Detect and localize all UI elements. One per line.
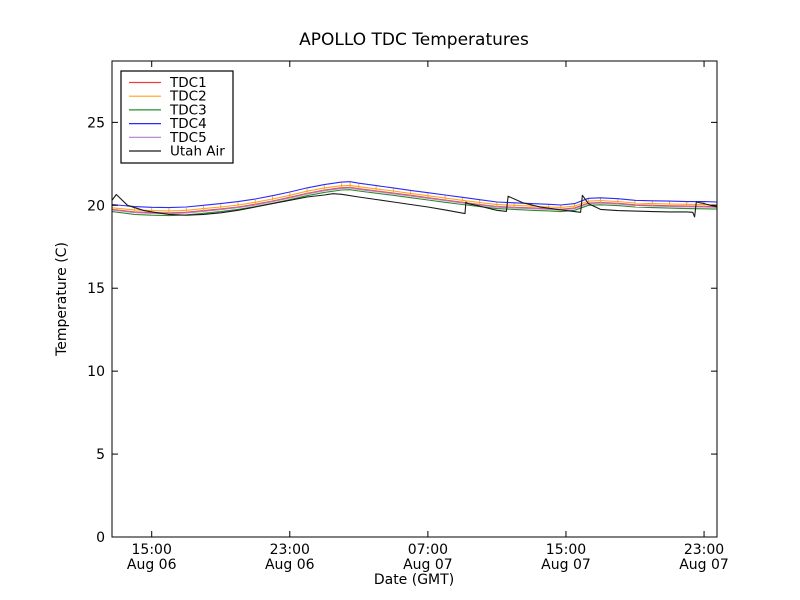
x-axis-label: Date (GMT) xyxy=(373,572,455,588)
series-line-tdc1 xyxy=(111,186,718,214)
x-tick-label-time: 23:00 xyxy=(684,542,724,558)
series-line-tdc5 xyxy=(111,187,718,215)
legend-label-utah-air: Utah Air xyxy=(170,144,225,160)
x-tick-label-time: 23:00 xyxy=(270,542,310,558)
y-tick-label: 0 xyxy=(96,530,105,546)
legend-label-tdc5: TDC5 xyxy=(169,130,207,146)
series-line-tdc3 xyxy=(111,189,718,217)
y-tick-label: 15 xyxy=(87,281,105,297)
x-tick-label-date: Aug 07 xyxy=(403,557,453,573)
series-line-utah-air xyxy=(111,193,718,218)
x-tick-label-date: Aug 06 xyxy=(127,557,177,573)
plot-frame xyxy=(111,60,718,538)
series-line-tdc2 xyxy=(111,184,718,212)
chart-title: APOLLO TDC Temperatures xyxy=(299,30,529,50)
series-line-tdc4 xyxy=(111,181,718,209)
legend-label-tdc2: TDC2 xyxy=(169,89,207,105)
y-tick-label: 5 xyxy=(96,447,105,463)
legend-box xyxy=(120,70,234,164)
x-tick-label-date: Aug 07 xyxy=(679,557,729,573)
x-tick-label-time: 15:00 xyxy=(546,542,586,558)
y-axis-label: Temperature (C) xyxy=(54,242,70,356)
legend-label-tdc4: TDC4 xyxy=(169,116,207,132)
legend-label-tdc1: TDC1 xyxy=(169,75,207,91)
x-tick-label-date: Aug 06 xyxy=(265,557,315,573)
y-tick-label: 20 xyxy=(87,198,105,214)
y-tick-label: 25 xyxy=(87,115,105,131)
legend-label-tdc3: TDC3 xyxy=(169,102,207,118)
x-tick-label-date: Aug 07 xyxy=(541,557,591,573)
y-tick-label: 10 xyxy=(87,364,105,380)
x-tick-label-time: 15:00 xyxy=(132,542,172,558)
x-tick-label-time: 07:00 xyxy=(408,542,448,558)
